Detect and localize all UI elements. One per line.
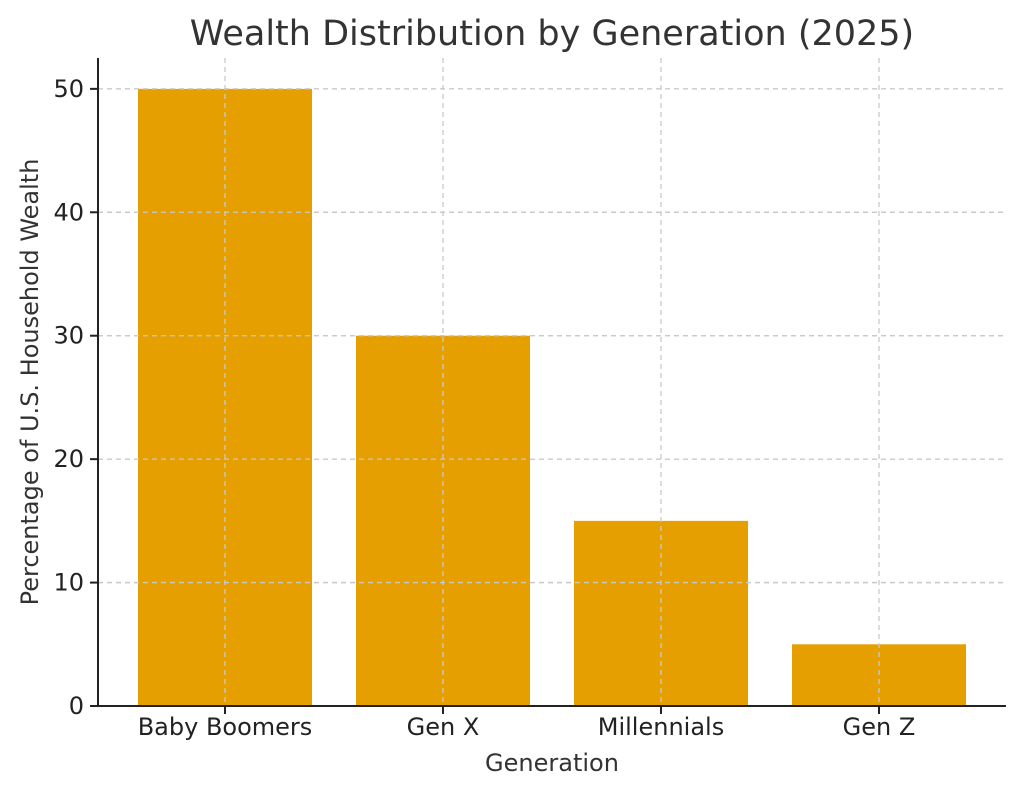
x-tick-label-gen-x: Gen X <box>407 713 480 741</box>
bar-baby-boomers <box>138 88 312 707</box>
y-tick-label-10: 10 <box>53 569 84 597</box>
ticks-layer: 0 10 20 30 40 50 Baby Boomers Gen X Millennials G… <box>53 75 915 741</box>
x-tick-label-millennials: Millennials <box>598 713 724 741</box>
axes-layer <box>97 58 1006 707</box>
x-tick-label-baby-boomers: Baby Boomers <box>138 713 313 741</box>
y-axis-label: Percentage of U.S. Household Wealth <box>16 159 44 606</box>
x-axis-label: Generation <box>485 749 619 777</box>
y-tick-label-20: 20 <box>53 445 84 473</box>
y-tick-label-50: 50 <box>53 75 84 103</box>
bars-layer <box>138 88 966 707</box>
bar-millennials <box>574 520 748 706</box>
x-tick-label-gen-z: Gen Z <box>843 713 916 741</box>
y-tick-label-30: 30 <box>53 322 84 350</box>
y-tick-label-0: 0 <box>69 692 84 720</box>
chart-title: Wealth Distribution by Generation (2025) <box>190 14 914 54</box>
y-tick-label-40: 40 <box>53 198 84 226</box>
